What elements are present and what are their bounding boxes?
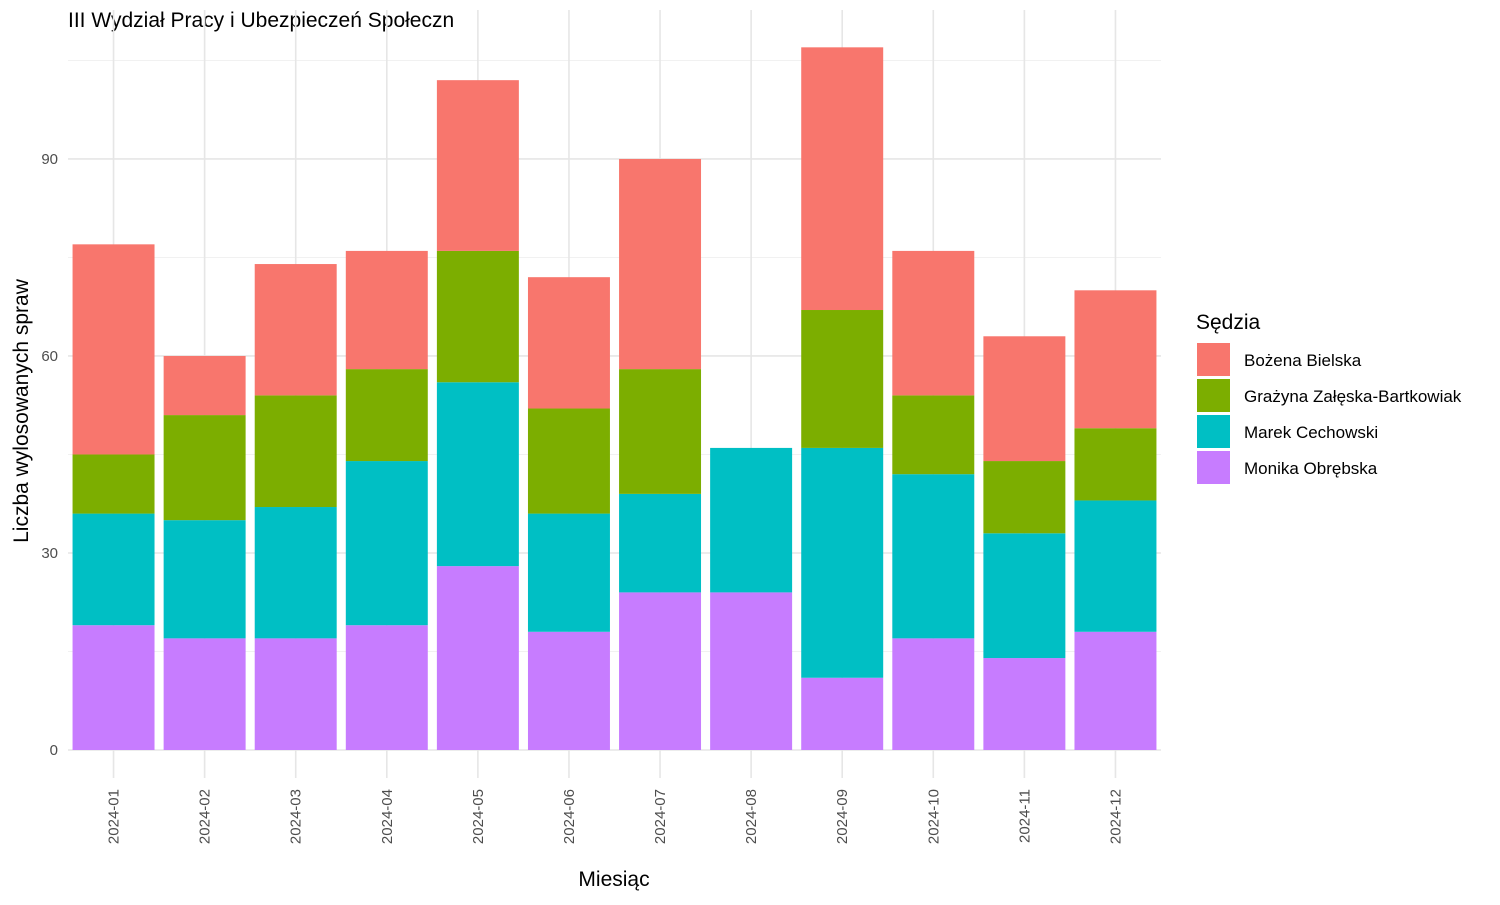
- x-tick-label: 2024-09: [834, 789, 851, 844]
- bar-segment: [1074, 631, 1157, 750]
- bar-segment: [163, 520, 246, 639]
- bar-segment: [254, 264, 337, 396]
- legend-label: Bożena Bielska: [1244, 351, 1362, 370]
- legend-swatch: [1197, 451, 1230, 484]
- legend-label: Monika Obrębska: [1244, 459, 1378, 478]
- bar-segment: [72, 625, 155, 750]
- y-tick-label: 30: [41, 545, 58, 562]
- bar-segment: [436, 250, 519, 383]
- x-axis-title: Miesiąc: [578, 868, 649, 891]
- y-tick-label: 60: [41, 348, 58, 365]
- bar-segment: [1074, 428, 1157, 501]
- x-tick-label: 2024-07: [652, 789, 669, 844]
- bar-segment: [801, 447, 884, 678]
- y-tick-label: 0: [50, 742, 58, 759]
- bar-segment: [254, 638, 337, 750]
- bar-segment: [892, 638, 975, 750]
- bar-segment: [983, 658, 1066, 750]
- bar-segment: [72, 513, 155, 626]
- bar-segment: [983, 533, 1066, 659]
- x-tick-label: 2024-08: [743, 789, 760, 844]
- bar-segment: [801, 47, 884, 311]
- bar-segment: [710, 447, 793, 593]
- legend-title: Sędzia: [1196, 311, 1261, 334]
- bar-segment: [254, 395, 337, 508]
- chart-title: III Wydział Pracy i Ubezpieczeń Społeczn: [68, 9, 454, 32]
- bar-segment: [619, 493, 702, 593]
- bar-segment: [710, 592, 793, 750]
- bar-segment: [163, 415, 246, 521]
- y-axis-title: Liczba wylosowanych spraw: [10, 278, 33, 543]
- bar-segment: [72, 244, 155, 455]
- bar-segment: [345, 250, 428, 370]
- legend: Sędzia Bożena Bielska Grażyna Załęska-Bar…: [1196, 311, 1462, 484]
- bar-segment: [527, 631, 610, 750]
- x-tick-label: 2024-12: [1107, 789, 1124, 844]
- bar-segment: [163, 355, 246, 416]
- bar-segment: [345, 461, 428, 626]
- legend-label: Grażyna Załęska-Bartkowiak: [1244, 387, 1462, 406]
- bar-segment: [72, 454, 155, 514]
- bar-segment: [254, 507, 337, 639]
- x-tick-label: 2024-06: [561, 789, 578, 844]
- bar-segment: [801, 677, 884, 750]
- bar-segment: [527, 513, 610, 632]
- bar-segment: [801, 310, 884, 448]
- bar-segment: [436, 566, 519, 750]
- x-tick-label: 2024-01: [106, 789, 123, 844]
- bar-segment: [527, 408, 610, 514]
- x-ticks: 2024-01 2024-02 2024-03 2024-04 2024-05 2024-…: [106, 789, 1125, 844]
- x-tick-label: 2024-03: [288, 789, 305, 844]
- bar-segment: [892, 250, 975, 396]
- y-tick-label: 90: [41, 151, 58, 168]
- bar-segment: [436, 80, 519, 251]
- bar-segment: [619, 369, 702, 494]
- x-tick-label: 2024-04: [379, 789, 396, 844]
- bar-segment: [1074, 500, 1157, 632]
- bar-segment: [163, 638, 246, 750]
- legend-swatch: [1197, 415, 1230, 448]
- bar-segment: [619, 158, 702, 370]
- bar-segment: [619, 592, 702, 750]
- bar-segment: [983, 336, 1066, 462]
- legend-swatch: [1197, 343, 1230, 376]
- x-tick-label: 2024-02: [197, 789, 214, 844]
- bar-segment: [983, 461, 1066, 534]
- legend-label: Marek Cechowski: [1244, 423, 1378, 442]
- x-tick-label: 2024-05: [470, 789, 487, 844]
- x-tick-label: 2024-10: [925, 789, 942, 844]
- x-tick-label: 2024-11: [1016, 789, 1033, 843]
- bar-segment: [892, 395, 975, 475]
- bar-segment: [1074, 290, 1157, 429]
- y-ticks: 0 30 60 90: [41, 151, 58, 759]
- bar-segment: [345, 625, 428, 750]
- bar-segment: [345, 369, 428, 462]
- bar-segment: [527, 277, 610, 409]
- bar-segment: [892, 474, 975, 639]
- bars-layer: [72, 47, 1157, 750]
- bar-segment: [436, 382, 519, 567]
- legend-swatch: [1197, 379, 1230, 412]
